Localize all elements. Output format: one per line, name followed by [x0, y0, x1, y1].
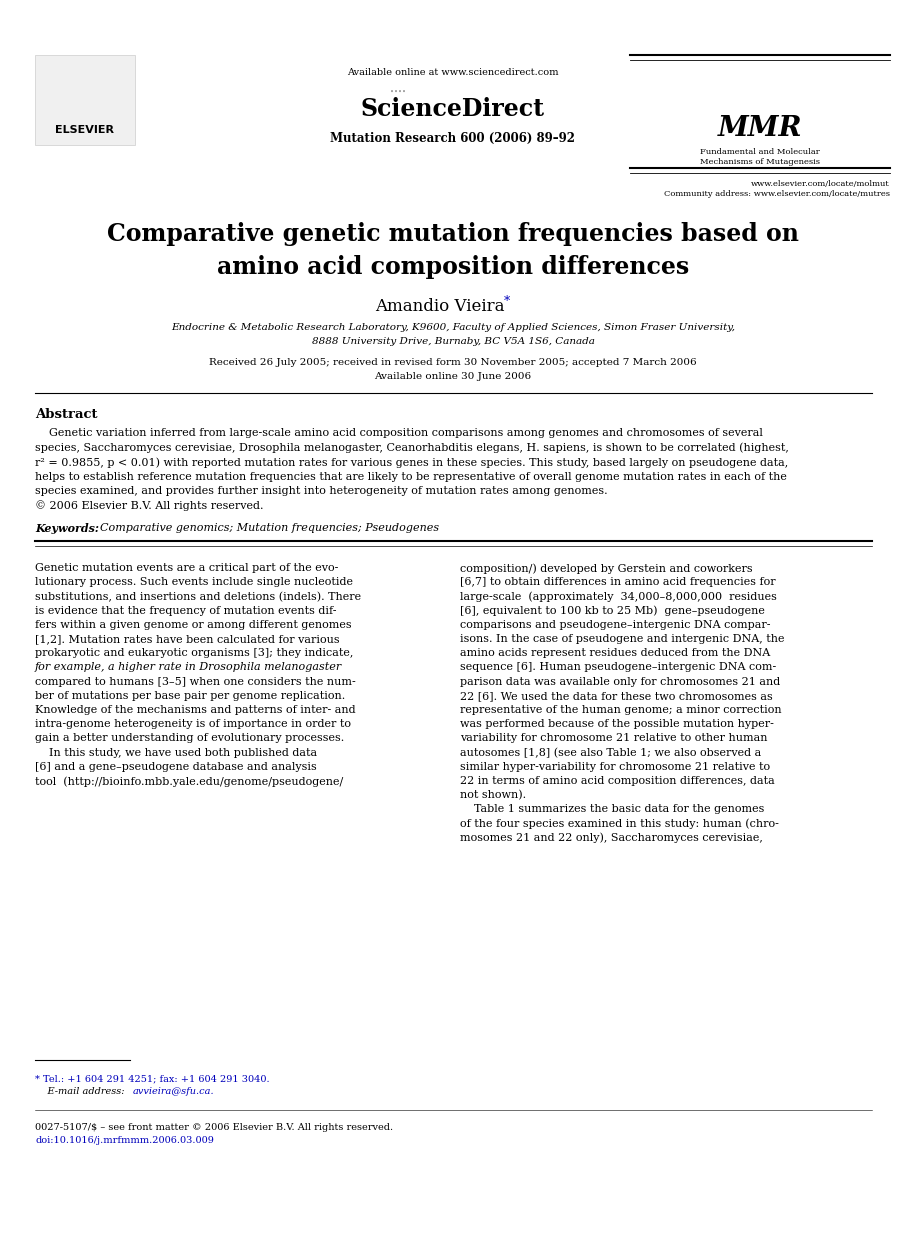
- Text: © 2006 Elsevier B.V. All rights reserved.: © 2006 Elsevier B.V. All rights reserved…: [35, 501, 264, 511]
- Text: Fundamental and Molecular: Fundamental and Molecular: [700, 148, 820, 156]
- Text: not shown).: not shown).: [460, 790, 526, 800]
- Text: Available online at www.sciencedirect.com: Available online at www.sciencedirect.co…: [347, 68, 559, 77]
- Text: Comparative genetic mutation frequencies based on: Comparative genetic mutation frequencies…: [107, 221, 799, 246]
- Text: Mechanisms of Mutagenesis: Mechanisms of Mutagenesis: [700, 158, 820, 166]
- Text: substitutions, and insertions and deletions (indels). There: substitutions, and insertions and deleti…: [35, 591, 361, 601]
- Text: ••••: ••••: [390, 88, 406, 96]
- Text: isons. In the case of pseudogene and intergenic DNA, the: isons. In the case of pseudogene and int…: [460, 635, 785, 644]
- Text: for example, a higher rate in Drosophila melanogaster: for example, a higher rate in Drosophila…: [35, 662, 342, 673]
- Text: species examined, and provides further insight into heterogeneity of mutation ra: species examined, and provides further i…: [35, 486, 608, 496]
- Text: similar hyper-variability for chromosome 21 relative to: similar hyper-variability for chromosome…: [460, 762, 770, 772]
- Text: lutionary process. Such events include single nucleotide: lutionary process. Such events include s…: [35, 578, 353, 588]
- Text: Genetic variation inferred from large-scale amino acid composition comparisons a: Genetic variation inferred from large-sc…: [35, 428, 763, 438]
- Text: fers within a given genome or among different genomes: fers within a given genome or among diff…: [35, 620, 352, 630]
- Text: representative of the human genome; a minor correction: representative of the human genome; a mi…: [460, 705, 782, 715]
- Text: avvieira@sfu.ca.: avvieira@sfu.ca.: [133, 1087, 215, 1096]
- Text: Keywords:: Keywords:: [35, 523, 99, 534]
- Text: * Tel.: +1 604 291 4251; fax: +1 604 291 3040.: * Tel.: +1 604 291 4251; fax: +1 604 291…: [35, 1074, 269, 1084]
- Text: 8888 University Drive, Burnaby, BC V5A 1S6, Canada: 8888 University Drive, Burnaby, BC V5A 1…: [312, 336, 594, 346]
- Text: doi:10.1016/j.mrfmmm.2006.03.009: doi:10.1016/j.mrfmmm.2006.03.009: [35, 1136, 214, 1145]
- Text: www.elsevier.com/locate/molmut: www.elsevier.com/locate/molmut: [751, 181, 890, 188]
- Text: 22 in terms of amino acid composition differences, data: 22 in terms of amino acid composition di…: [460, 776, 775, 785]
- Text: parison data was available only for chromosomes 21 and: parison data was available only for chro…: [460, 677, 780, 687]
- Text: Abstract: Abstract: [35, 408, 97, 421]
- Text: *: *: [504, 294, 511, 308]
- Text: MMR: MMR: [717, 115, 803, 142]
- Text: ELSEVIER: ELSEVIER: [55, 125, 114, 135]
- Text: 22 [6]. We used the data for these two chromosomes as: 22 [6]. We used the data for these two c…: [460, 690, 773, 701]
- Text: amino acids represent residues deduced from the DNA: amino acids represent residues deduced f…: [460, 648, 770, 658]
- Text: Mutation Research 600 (2006) 89–92: Mutation Research 600 (2006) 89–92: [330, 132, 576, 145]
- Text: Genetic mutation events are a critical part of the evo-: Genetic mutation events are a critical p…: [35, 563, 338, 573]
- Text: is evidence that the frequency of mutation events dif-: is evidence that the frequency of mutati…: [35, 606, 336, 616]
- Text: sequence [6]. Human pseudogene–intergenic DNA com-: sequence [6]. Human pseudogene–intergeni…: [460, 662, 776, 673]
- Text: [6,7] to obtain differences in amino acid frequencies for: [6,7] to obtain differences in amino aci…: [460, 578, 775, 588]
- Text: 0027-5107/$ – see front matter © 2006 Elsevier B.V. All rights reserved.: 0027-5107/$ – see front matter © 2006 El…: [35, 1123, 393, 1132]
- Text: Available online 30 June 2006: Available online 30 June 2006: [375, 372, 532, 381]
- Text: In this study, we have used both published data: In this study, we have used both publish…: [35, 747, 317, 757]
- Text: Received 26 July 2005; received in revised form 30 November 2005; accepted 7 Mar: Received 26 July 2005; received in revis…: [210, 357, 697, 367]
- Text: Knowledge of the mechanisms and patterns of inter- and: Knowledge of the mechanisms and patterns…: [35, 705, 356, 715]
- Text: r² = 0.9855, p < 0.01) with reported mutation rates for various genes in these s: r² = 0.9855, p < 0.01) with reported mut…: [35, 456, 788, 468]
- Text: Amandio Vieira: Amandio Vieira: [375, 298, 505, 315]
- Text: Endocrine & Metabolic Research Laboratory, K9600, Faculty of Applied Sciences, S: Endocrine & Metabolic Research Laborator…: [171, 323, 735, 332]
- Text: amino acid composition differences: amino acid composition differences: [217, 255, 689, 280]
- Text: [1,2]. Mutation rates have been calculated for various: [1,2]. Mutation rates have been calculat…: [35, 635, 339, 644]
- Text: Table 1 summarizes the basic data for the genomes: Table 1 summarizes the basic data for th…: [460, 804, 765, 814]
- Text: ber of mutations per base pair per genome replication.: ber of mutations per base pair per genom…: [35, 690, 346, 701]
- Text: E-mail address:: E-mail address:: [35, 1087, 128, 1096]
- Text: Community address: www.elsevier.com/locate/mutres: Community address: www.elsevier.com/loca…: [664, 190, 890, 198]
- Text: variability for chromosome 21 relative to other human: variability for chromosome 21 relative t…: [460, 734, 767, 743]
- Text: species, Saccharomyces cerevisiae, Drosophila melanogaster, Ceanorhabditis elega: species, Saccharomyces cerevisiae, Droso…: [35, 443, 789, 453]
- Text: gain a better understanding of evolutionary processes.: gain a better understanding of evolution…: [35, 734, 345, 743]
- Text: of the four species examined in this study: human (chro-: of the four species examined in this stu…: [460, 819, 779, 829]
- Text: ScienceDirect: ScienceDirect: [361, 96, 545, 121]
- Text: helps to establish reference mutation frequencies that are likely to be represen: helps to establish reference mutation fr…: [35, 471, 787, 481]
- Text: large-scale  (approximately  34,000–8,000,000  residues: large-scale (approximately 34,000–8,000,…: [460, 591, 777, 602]
- Text: compared to humans [3–5] when one considers the num-: compared to humans [3–5] when one consid…: [35, 677, 356, 687]
- Text: mosomes 21 and 22 only), Saccharomyces cerevisiae,: mosomes 21 and 22 only), Saccharomyces c…: [460, 833, 763, 844]
- Text: was performed because of the possible mutation hyper-: was performed because of the possible mu…: [460, 719, 774, 729]
- Text: tool  (http://bioinfo.mbb.yale.edu/genome/pseudogene/: tool (http://bioinfo.mbb.yale.edu/genome…: [35, 776, 343, 787]
- Text: comparisons and pseudogene–intergenic DNA compar-: comparisons and pseudogene–intergenic DN…: [460, 620, 771, 630]
- FancyBboxPatch shape: [35, 54, 135, 145]
- Text: Comparative genomics; Mutation frequencies; Pseudogenes: Comparative genomics; Mutation frequenci…: [93, 523, 439, 533]
- Text: intra-genome heterogeneity is of importance in order to: intra-genome heterogeneity is of importa…: [35, 719, 351, 729]
- Text: prokaryotic and eukaryotic organisms [3]; they indicate,: prokaryotic and eukaryotic organisms [3]…: [35, 648, 354, 658]
- Text: [6], equivalent to 100 kb to 25 Mb)  gene–pseudogene: [6], equivalent to 100 kb to 25 Mb) gene…: [460, 606, 765, 616]
- Text: autosomes [1,8] (see also Table 1; we also observed a: autosomes [1,8] (see also Table 1; we al…: [460, 747, 761, 758]
- Text: [6] and a gene–pseudogene database and analysis: [6] and a gene–pseudogene database and a…: [35, 762, 317, 772]
- Text: composition/) developed by Gerstein and coworkers: composition/) developed by Gerstein and …: [460, 563, 753, 574]
